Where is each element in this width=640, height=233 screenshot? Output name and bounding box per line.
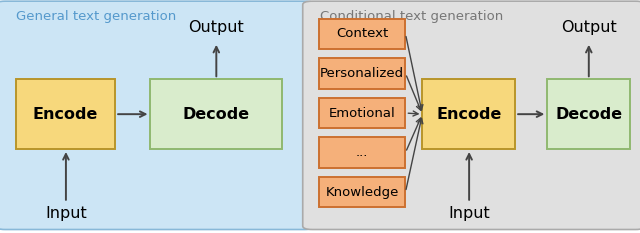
Text: Input: Input	[45, 206, 87, 221]
FancyBboxPatch shape	[319, 58, 406, 89]
Text: Encode: Encode	[33, 107, 99, 122]
Text: Input: Input	[448, 206, 490, 221]
Text: Encode: Encode	[436, 107, 502, 122]
Text: Decode: Decode	[182, 107, 250, 122]
Text: Decode: Decode	[556, 107, 622, 122]
Text: Knowledge: Knowledge	[326, 186, 399, 199]
Text: ...: ...	[356, 146, 369, 159]
Text: Context: Context	[336, 27, 388, 40]
FancyBboxPatch shape	[319, 98, 406, 128]
FancyBboxPatch shape	[303, 1, 640, 230]
FancyBboxPatch shape	[16, 79, 115, 149]
FancyBboxPatch shape	[150, 79, 282, 149]
FancyBboxPatch shape	[319, 177, 406, 207]
Text: Conditional text generation: Conditional text generation	[320, 10, 503, 24]
FancyBboxPatch shape	[422, 79, 515, 149]
FancyBboxPatch shape	[319, 137, 406, 168]
Text: Output: Output	[188, 21, 244, 35]
FancyBboxPatch shape	[319, 19, 406, 49]
Text: Output: Output	[561, 21, 617, 35]
Text: Emotional: Emotional	[329, 106, 396, 120]
Text: General text generation: General text generation	[16, 10, 176, 24]
Text: Personalized: Personalized	[320, 67, 404, 80]
FancyBboxPatch shape	[0, 1, 314, 230]
FancyBboxPatch shape	[547, 79, 630, 149]
